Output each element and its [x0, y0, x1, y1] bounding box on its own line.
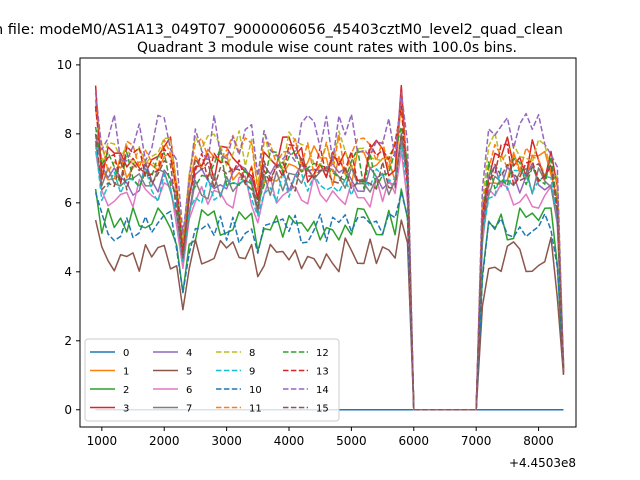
- series-line-3: [94, 84, 565, 411]
- legend-label-15: 15: [316, 404, 329, 415]
- series-line-10: [94, 191, 565, 411]
- legend-label-9: 9: [249, 367, 255, 378]
- legend-label-4: 4: [186, 348, 192, 359]
- x-tick-label: 8000: [523, 434, 554, 448]
- legend-label-14: 14: [316, 385, 329, 396]
- series-line-5: [94, 219, 565, 411]
- legend-label-6: 6: [186, 385, 192, 396]
- series-line-9: [94, 143, 565, 411]
- series-line-11: [94, 108, 565, 411]
- legend-label-1: 1: [123, 367, 129, 378]
- series-line-15: [94, 133, 565, 411]
- legend-label-8: 8: [249, 348, 255, 359]
- x-tick-label: 4000: [274, 434, 305, 448]
- chart-title: Quadrant 3 module wise count rates with …: [137, 40, 517, 56]
- series-line-14: [94, 91, 565, 411]
- x-tick-label: 7000: [461, 434, 492, 448]
- x-tick-label: 3000: [211, 434, 242, 448]
- legend-label-11: 11: [249, 404, 262, 415]
- series-layer: [94, 84, 565, 411]
- series-line-13: [94, 105, 565, 411]
- suptitle: n file: modeM0/AS1A13_049T07_9000006056_…: [0, 22, 563, 38]
- legend-label-5: 5: [186, 367, 192, 378]
- y-tick-label: 4: [64, 265, 72, 279]
- x-tick-label: 2000: [149, 434, 180, 448]
- legend-label-10: 10: [249, 385, 262, 396]
- y-tick-label: 2: [64, 334, 72, 348]
- plot-frame: [79, 57, 577, 428]
- x-tick-label: 1000: [87, 434, 118, 448]
- legend-label-7: 7: [186, 404, 192, 415]
- legend-label-12: 12: [316, 348, 329, 359]
- y-tick-label: 0: [64, 403, 72, 417]
- x-offset-label: +4.4503e8: [509, 456, 576, 470]
- legend-box: [84, 338, 340, 422]
- y-tick-label: 10: [57, 58, 72, 72]
- legend-label-2: 2: [123, 385, 129, 396]
- y-tick-label: 6: [64, 196, 72, 210]
- legend-label-13: 13: [316, 367, 329, 378]
- legend-label-3: 3: [123, 404, 129, 415]
- legend-label-0: 0: [123, 348, 129, 359]
- x-tick-label: 6000: [399, 434, 430, 448]
- x-tick-label: 5000: [336, 434, 367, 448]
- y-tick-label: 8: [64, 127, 72, 141]
